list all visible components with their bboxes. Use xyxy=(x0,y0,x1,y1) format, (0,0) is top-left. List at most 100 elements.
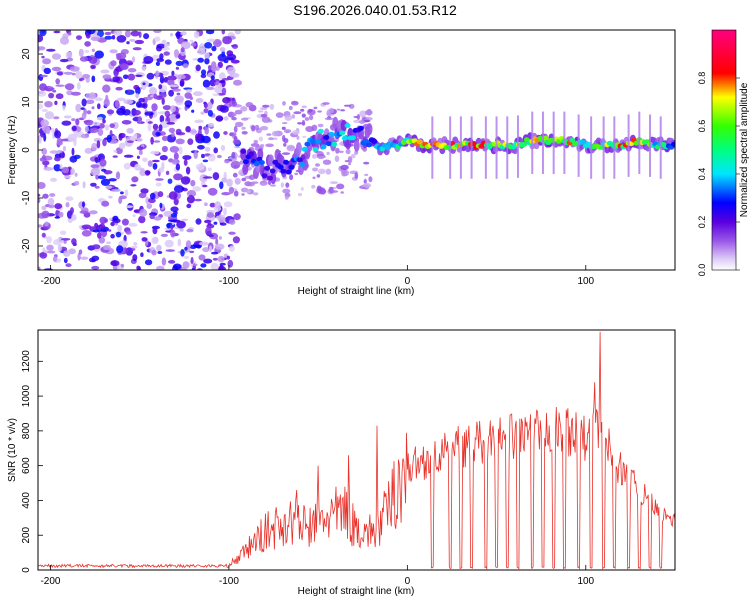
noise-blob xyxy=(137,116,142,124)
signal-mark xyxy=(569,137,576,143)
noise-blob xyxy=(212,257,219,261)
noise-blob xyxy=(218,236,222,240)
noise-blob xyxy=(230,132,237,137)
noise-blob xyxy=(104,124,110,131)
noise-blob xyxy=(266,133,272,136)
noise-blob xyxy=(202,159,209,163)
noise-blob xyxy=(67,133,77,142)
noise-blob xyxy=(52,256,58,262)
noise-blob xyxy=(59,58,69,63)
noise-blob xyxy=(211,45,217,52)
noise-blob xyxy=(324,117,334,121)
noise-blob xyxy=(189,250,195,254)
noise-blob xyxy=(317,155,327,159)
noise-blob xyxy=(185,166,191,175)
noise-blob xyxy=(85,99,95,105)
noise-blob xyxy=(283,138,289,144)
noise-blob xyxy=(122,74,129,80)
noise-blob xyxy=(149,213,155,220)
noise-blob xyxy=(135,93,139,99)
noise-blob xyxy=(126,41,130,45)
noise-blob xyxy=(301,105,307,109)
snr-x-tick-label: 100 xyxy=(577,576,594,587)
noise-blob xyxy=(311,184,316,189)
noise-blob xyxy=(215,66,220,71)
noise-blob xyxy=(232,172,238,178)
noise-blob xyxy=(142,157,148,163)
noise-blob xyxy=(60,238,71,241)
noise-blob xyxy=(59,230,67,236)
signal-streak xyxy=(563,111,566,174)
noise-blob xyxy=(54,100,58,105)
noise-blob xyxy=(139,208,148,217)
noise-blob xyxy=(144,111,154,116)
noise-blob xyxy=(315,163,320,167)
noise-blob xyxy=(121,120,132,125)
colorbar-tick-label: 0.2 xyxy=(697,216,707,229)
noise-blob xyxy=(43,167,54,171)
noise-blob xyxy=(180,47,185,53)
noise-blob xyxy=(149,192,156,200)
signal-mark xyxy=(328,131,335,137)
noise-blob xyxy=(71,238,77,245)
noise-blob xyxy=(318,168,326,175)
colorbar-scale xyxy=(711,29,737,271)
noise-blob xyxy=(132,47,142,51)
noise-blob xyxy=(241,131,248,135)
noise-blob xyxy=(217,255,225,263)
noise-blob xyxy=(44,111,55,120)
noise-blob xyxy=(233,190,239,197)
noise-blob xyxy=(108,217,113,221)
noise-blob xyxy=(221,50,225,58)
noise-blob xyxy=(195,163,205,171)
signal-streak xyxy=(484,116,487,179)
signal-mark xyxy=(261,173,268,179)
noise-blob xyxy=(296,135,300,140)
noise-blob xyxy=(234,177,241,185)
noise-blob xyxy=(136,137,143,142)
noise-blob xyxy=(164,239,174,248)
noise-blob xyxy=(125,205,134,209)
colorbar-tick-label: 0.8 xyxy=(697,72,707,85)
signal-halo xyxy=(268,154,274,167)
noise-blob xyxy=(311,154,317,159)
noise-blob xyxy=(219,47,226,52)
noise-blob xyxy=(130,184,137,187)
noise-blob xyxy=(171,131,175,138)
noise-blob xyxy=(234,109,243,115)
noise-blob xyxy=(363,161,370,165)
noise-blob xyxy=(65,196,74,201)
signal-mark xyxy=(371,138,378,144)
noise-blob xyxy=(116,245,124,254)
noise-blob xyxy=(281,126,286,130)
spectrogram-y-tick-label: 0 xyxy=(21,147,32,153)
noise-blob xyxy=(146,72,155,80)
noise-blob xyxy=(265,143,274,148)
noise-blob xyxy=(232,139,241,145)
noise-blob xyxy=(229,219,236,225)
signal-mark xyxy=(341,135,348,141)
noise-blob xyxy=(41,232,46,238)
noise-blob xyxy=(167,219,178,222)
noise-blob xyxy=(70,168,75,175)
noise-blob xyxy=(157,191,164,198)
signal-mark xyxy=(296,157,303,163)
noise-blob xyxy=(91,142,98,152)
noise-blob xyxy=(215,237,219,246)
noise-blob xyxy=(127,73,136,81)
noise-blob xyxy=(132,214,136,218)
noise-blob xyxy=(62,145,67,152)
noise-blob xyxy=(175,138,185,145)
signal-mark xyxy=(325,141,332,147)
noise-blob xyxy=(82,74,91,79)
noise-blob xyxy=(175,74,186,80)
signal-streak xyxy=(459,116,462,179)
noise-blob xyxy=(196,50,202,54)
noise-blob xyxy=(140,188,149,194)
noise-blob xyxy=(103,98,110,107)
noise-blob xyxy=(251,181,259,185)
noise-blob xyxy=(294,172,299,176)
snr-x-ticks: -200 -100 0 100 xyxy=(40,565,595,587)
noise-blob xyxy=(193,91,203,97)
